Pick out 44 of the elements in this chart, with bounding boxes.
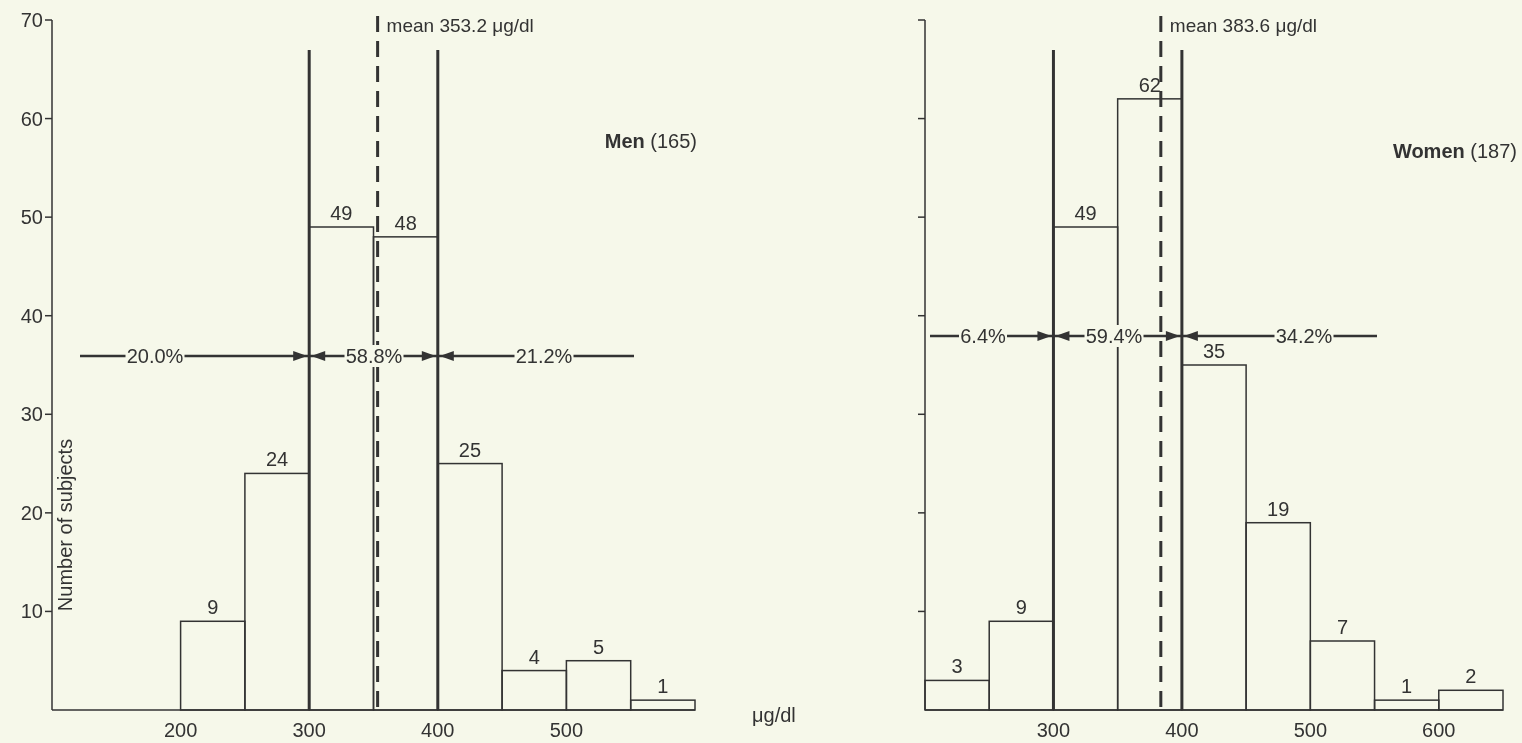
data-label: 1 [1401,675,1413,698]
text: Men (165) [604,130,697,152]
annotation: 6.4% [960,325,1007,347]
data-label: 3 [951,655,963,678]
x-tick-label: 300 [292,719,326,741]
y-tick-label: 40 [20,304,43,327]
ref-line-label: mean 353.2 μg/dl [386,15,534,36]
annotation: 59.4% [1085,325,1143,347]
data-label: 9 [207,596,219,619]
x-tick-label: 200 [163,719,198,741]
annotation: 21.2% [515,345,573,367]
y-tick-label: 60 [20,107,43,130]
data-label: 5 [592,635,605,658]
data-label: 9 [1015,596,1027,619]
data-label: 49 [1074,202,1097,224]
data-label: 62 [1138,73,1161,96]
y-tick-label: 10 [20,600,43,623]
y-tick-label: 70 [20,9,43,31]
data-label: 25 [458,438,482,461]
annotation: 20.0% [126,345,184,367]
x-tick-label: 600 [1422,719,1456,741]
data-label: 35 [1202,340,1226,362]
x-tick-label: 400 [421,719,455,741]
y-tick-label: 20 [20,501,43,524]
x-tick-label: 400 [1165,719,1199,741]
annotation: 58.8% [345,345,403,367]
data-label: 4 [528,645,540,668]
data-label: 2 [1465,665,1477,688]
x-axis-title: μg/dl [752,704,796,726]
data-label: 48 [394,211,417,234]
x-tick-label: 300 [1036,719,1071,741]
data-label: 7 [1336,616,1349,638]
data-label: 24 [265,448,289,471]
data-label: 49 [330,202,353,224]
data-label: 19 [1267,497,1290,520]
y-tick-label: 30 [20,403,43,426]
data-label: 1 [657,675,669,698]
x-tick-label: 500 [549,719,584,741]
y-tick-label: 50 [20,206,43,229]
y-axis-title: Number of subjects [54,438,76,612]
text: Women (187) [1392,140,1517,162]
ref-line-label: mean 383.6 μg/dl [1169,15,1318,36]
annotation: 34.2% [1275,325,1333,347]
x-tick-label: 500 [1293,719,1328,741]
